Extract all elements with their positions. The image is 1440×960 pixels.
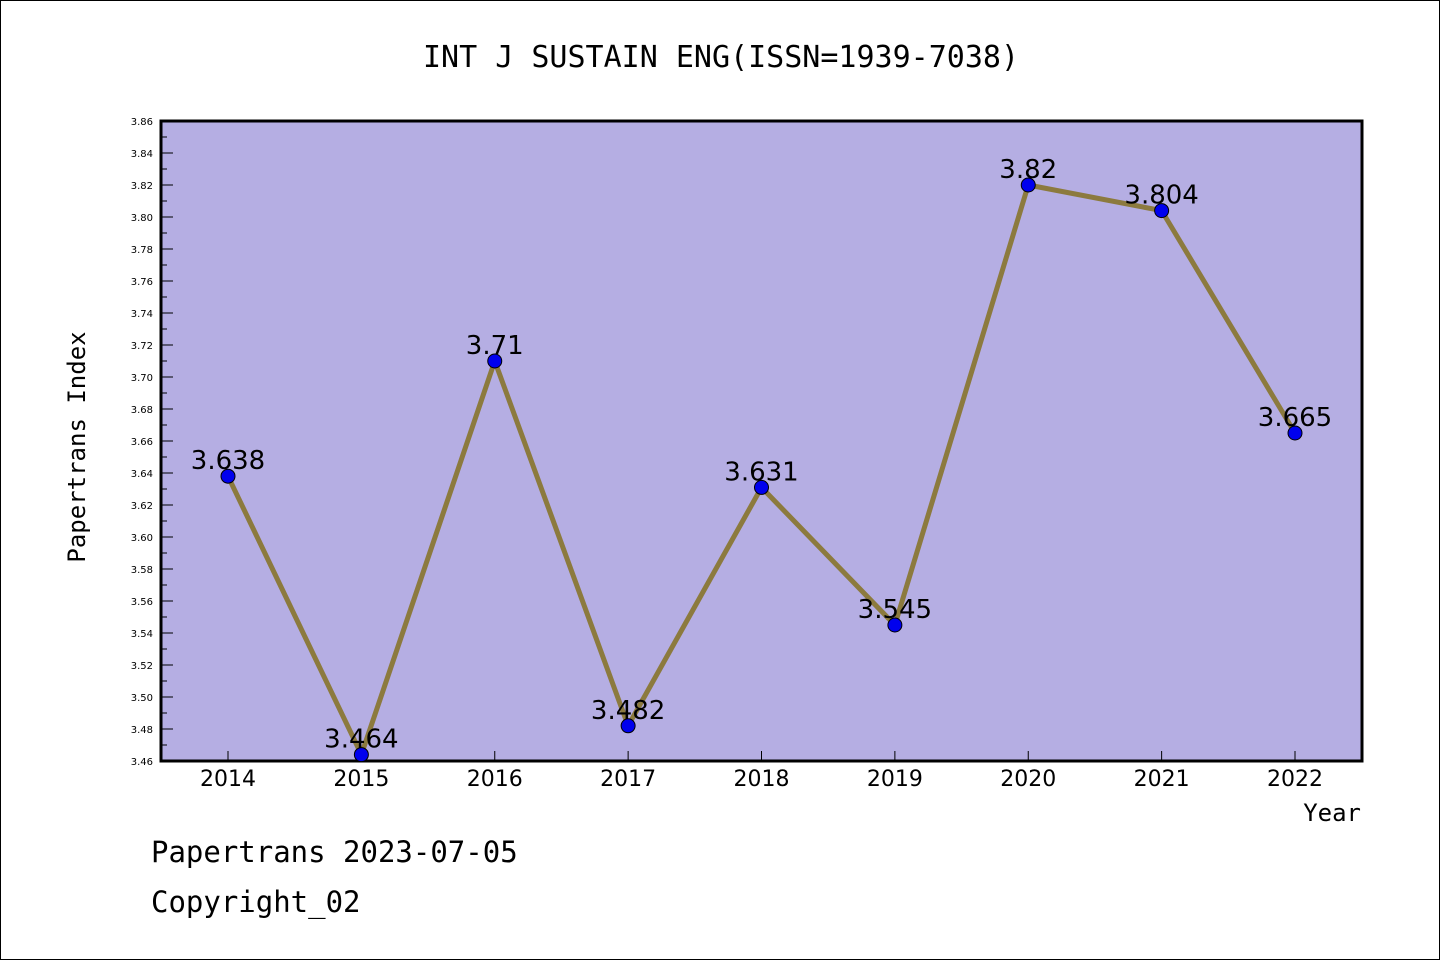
y-tick-label: 3.52: [131, 661, 153, 672]
y-axis-label: Papertrans Index: [63, 331, 91, 562]
y-tick-label: 3.64: [131, 469, 153, 480]
y-tick-label: 3.74: [131, 309, 153, 320]
data-point: [754, 479, 769, 495]
y-axis-ticks: 3.46 3.48 3.50 3.52 3.54 3.56 3.58 3.60 3.62 3.64…: [131, 117, 173, 768]
x-tick-label: 2014: [200, 767, 256, 792]
x-tick-label: 2015: [333, 767, 389, 792]
y-tick-label: 3.46: [131, 757, 153, 768]
y-tick-label: 3.60: [131, 533, 153, 544]
x-tick-label: 2018: [734, 767, 790, 792]
y-tick-label: 3.50: [131, 693, 153, 704]
plot-area: [159, 119, 1364, 763]
data-point: [487, 353, 503, 369]
x-tick-label: 2021: [1134, 767, 1190, 792]
x-tick-label: 2019: [867, 767, 923, 792]
y-tick-label: 3.66: [131, 437, 153, 448]
data-label: 3.631: [724, 457, 798, 487]
y-tick-label: 3.80: [131, 213, 153, 224]
data-labels: 3.638 3.464 3.71 3.482 3.631 3.545 3.82 3.804 3.…: [191, 155, 1332, 755]
y-tick-label: 3.82: [131, 181, 153, 192]
data-label: 3.545: [858, 595, 932, 625]
data-point: [1287, 425, 1303, 441]
x-tick-label: 2017: [600, 767, 656, 792]
data-label: 3.71: [466, 331, 524, 361]
y-tick-label: 3.72: [131, 341, 153, 352]
x-axis-label: Year: [1303, 799, 1361, 827]
data-label: 3.82: [999, 155, 1057, 185]
y-tick-label: 3.86: [131, 117, 153, 128]
y-tick-label: 3.78: [131, 245, 153, 256]
y-tick-label: 3.54: [131, 629, 153, 640]
data-point: [220, 468, 236, 484]
footer-copyright: Copyright_02: [151, 885, 361, 919]
data-label: 3.665: [1258, 403, 1332, 433]
y-tick-label: 3.56: [131, 597, 153, 608]
y-tick-label: 3.58: [131, 565, 153, 576]
y-tick-label: 3.62: [131, 501, 153, 512]
x-tick-label: 2022: [1267, 767, 1323, 792]
y-tick-label: 3.48: [131, 725, 153, 736]
data-markers: [220, 177, 1303, 763]
data-label: 3.482: [591, 696, 665, 726]
data-point: [1020, 177, 1036, 193]
data-label: 3.804: [1124, 181, 1198, 211]
data-point: [1154, 203, 1170, 219]
data-point: [887, 617, 903, 633]
y-tick-label: 3.76: [131, 277, 153, 288]
y-tick-label: 3.70: [131, 373, 153, 384]
y-tick-label: 3.68: [131, 405, 153, 416]
data-point: [353, 747, 369, 763]
x-axis-ticks: 2014 2015 2016 2017 2018 2019 2020 2021 2022: [200, 751, 1323, 792]
x-tick-label: 2020: [1000, 767, 1056, 792]
chart-title: INT J SUSTAIN ENG(ISSN=1939-7038): [423, 40, 1019, 75]
footer-date-line: Papertrans 2023-07-05: [151, 835, 518, 869]
y-tick-label: 3.84: [131, 149, 153, 160]
data-label: 3.464: [324, 725, 398, 755]
data-label: 3.638: [191, 446, 265, 476]
data-point: [620, 718, 636, 734]
x-tick-label: 2016: [467, 767, 523, 792]
